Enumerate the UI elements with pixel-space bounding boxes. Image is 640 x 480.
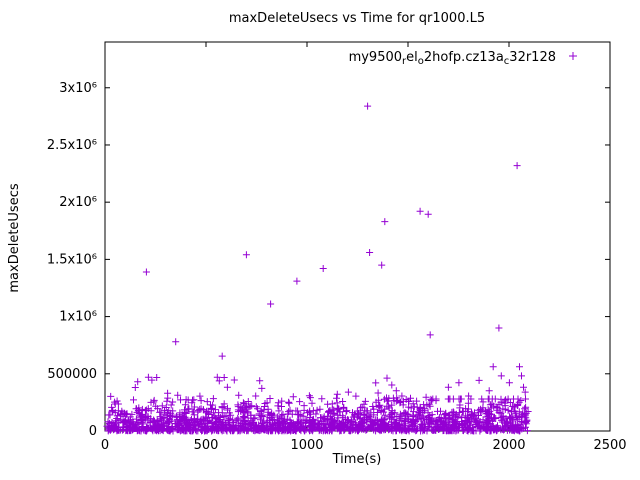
x-tick-label: 500: [194, 438, 219, 453]
y-tick-label: 0: [89, 424, 97, 439]
plot-border: [104, 41, 611, 432]
x-tick-label: 2000: [492, 438, 525, 453]
x-tick-label: 0: [101, 438, 109, 453]
y-tick-label: 1x10⁶: [59, 310, 97, 325]
x-tick-label: 2500: [593, 438, 626, 453]
y-tick-label: 2.5x10⁶: [47, 138, 97, 153]
x-axis-label: Time(s): [332, 452, 382, 467]
y-tick-label: 2x10⁶: [59, 195, 97, 210]
y-tick-label: 500000: [47, 367, 97, 382]
y-tick-label: 1.5x10⁶: [47, 252, 97, 267]
scatter-points: [103, 102, 532, 435]
legend-marker-icon: [569, 52, 577, 60]
legend: my9500relo2hofp.cz13ac32r128: [349, 50, 577, 67]
data-point-markers: [103, 102, 532, 435]
axes: 0 500 1000 1500 2000 2500 0 500000 1x10⁶ 1.5x10⁶ 2…: [47, 41, 627, 453]
y-tick-label: 3x10⁶: [59, 81, 97, 96]
x-tick-label: 1000: [290, 438, 323, 453]
chart-title: maxDeleteUsecs vs Time for qr1000.L5: [229, 11, 485, 26]
legend-series-label: my9500relo2hofp.cz13ac32r128: [349, 50, 556, 67]
y-axis-label: maxDeleteUsecs: [7, 183, 22, 292]
x-tick-label: 1500: [391, 438, 424, 453]
